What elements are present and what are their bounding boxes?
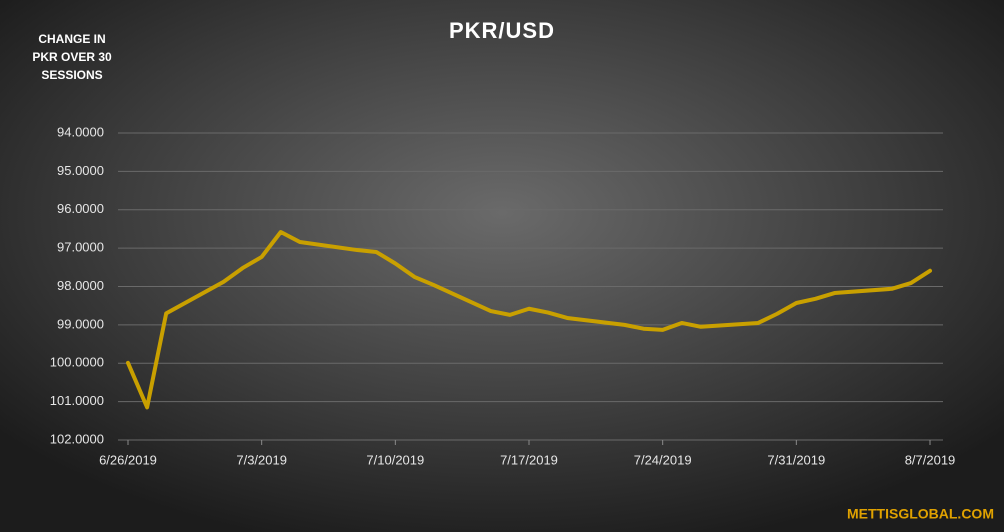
series-line bbox=[126, 230, 932, 410]
x-tick-label: 7/31/2019 bbox=[767, 452, 825, 467]
x-tick-label: 7/10/2019 bbox=[366, 452, 424, 467]
chart-title: PKR/USD bbox=[449, 18, 555, 43]
x-tick-label: 7/17/2019 bbox=[500, 452, 558, 467]
y-tick-label: 102.0000 bbox=[50, 431, 104, 446]
y-tick-label: 96.0000 bbox=[57, 201, 104, 216]
y-tick-label: 101.0000 bbox=[50, 393, 104, 408]
annotation: CHANGE IN bbox=[38, 32, 105, 46]
annotation: PKR OVER 30 bbox=[32, 50, 112, 64]
x-tick-label: 7/24/2019 bbox=[634, 452, 692, 467]
source: METTISGLOBAL.COM bbox=[847, 506, 994, 522]
y-tick-label: 100.0000 bbox=[50, 355, 104, 370]
x-tick-label: 7/3/2019 bbox=[236, 452, 287, 467]
y-tick-label: 94.0000 bbox=[57, 124, 104, 139]
x-tick-label: 6/26/2019 bbox=[99, 452, 157, 467]
y-tick-label: 97.0000 bbox=[57, 240, 104, 255]
y-tick-label: 95.0000 bbox=[57, 163, 104, 178]
y-tick-label: 99.0000 bbox=[57, 316, 104, 331]
annotation: SESSIONS bbox=[41, 68, 102, 82]
x-tick-label: 8/7/2019 bbox=[905, 452, 956, 467]
y-tick-label: 98.0000 bbox=[57, 278, 104, 293]
